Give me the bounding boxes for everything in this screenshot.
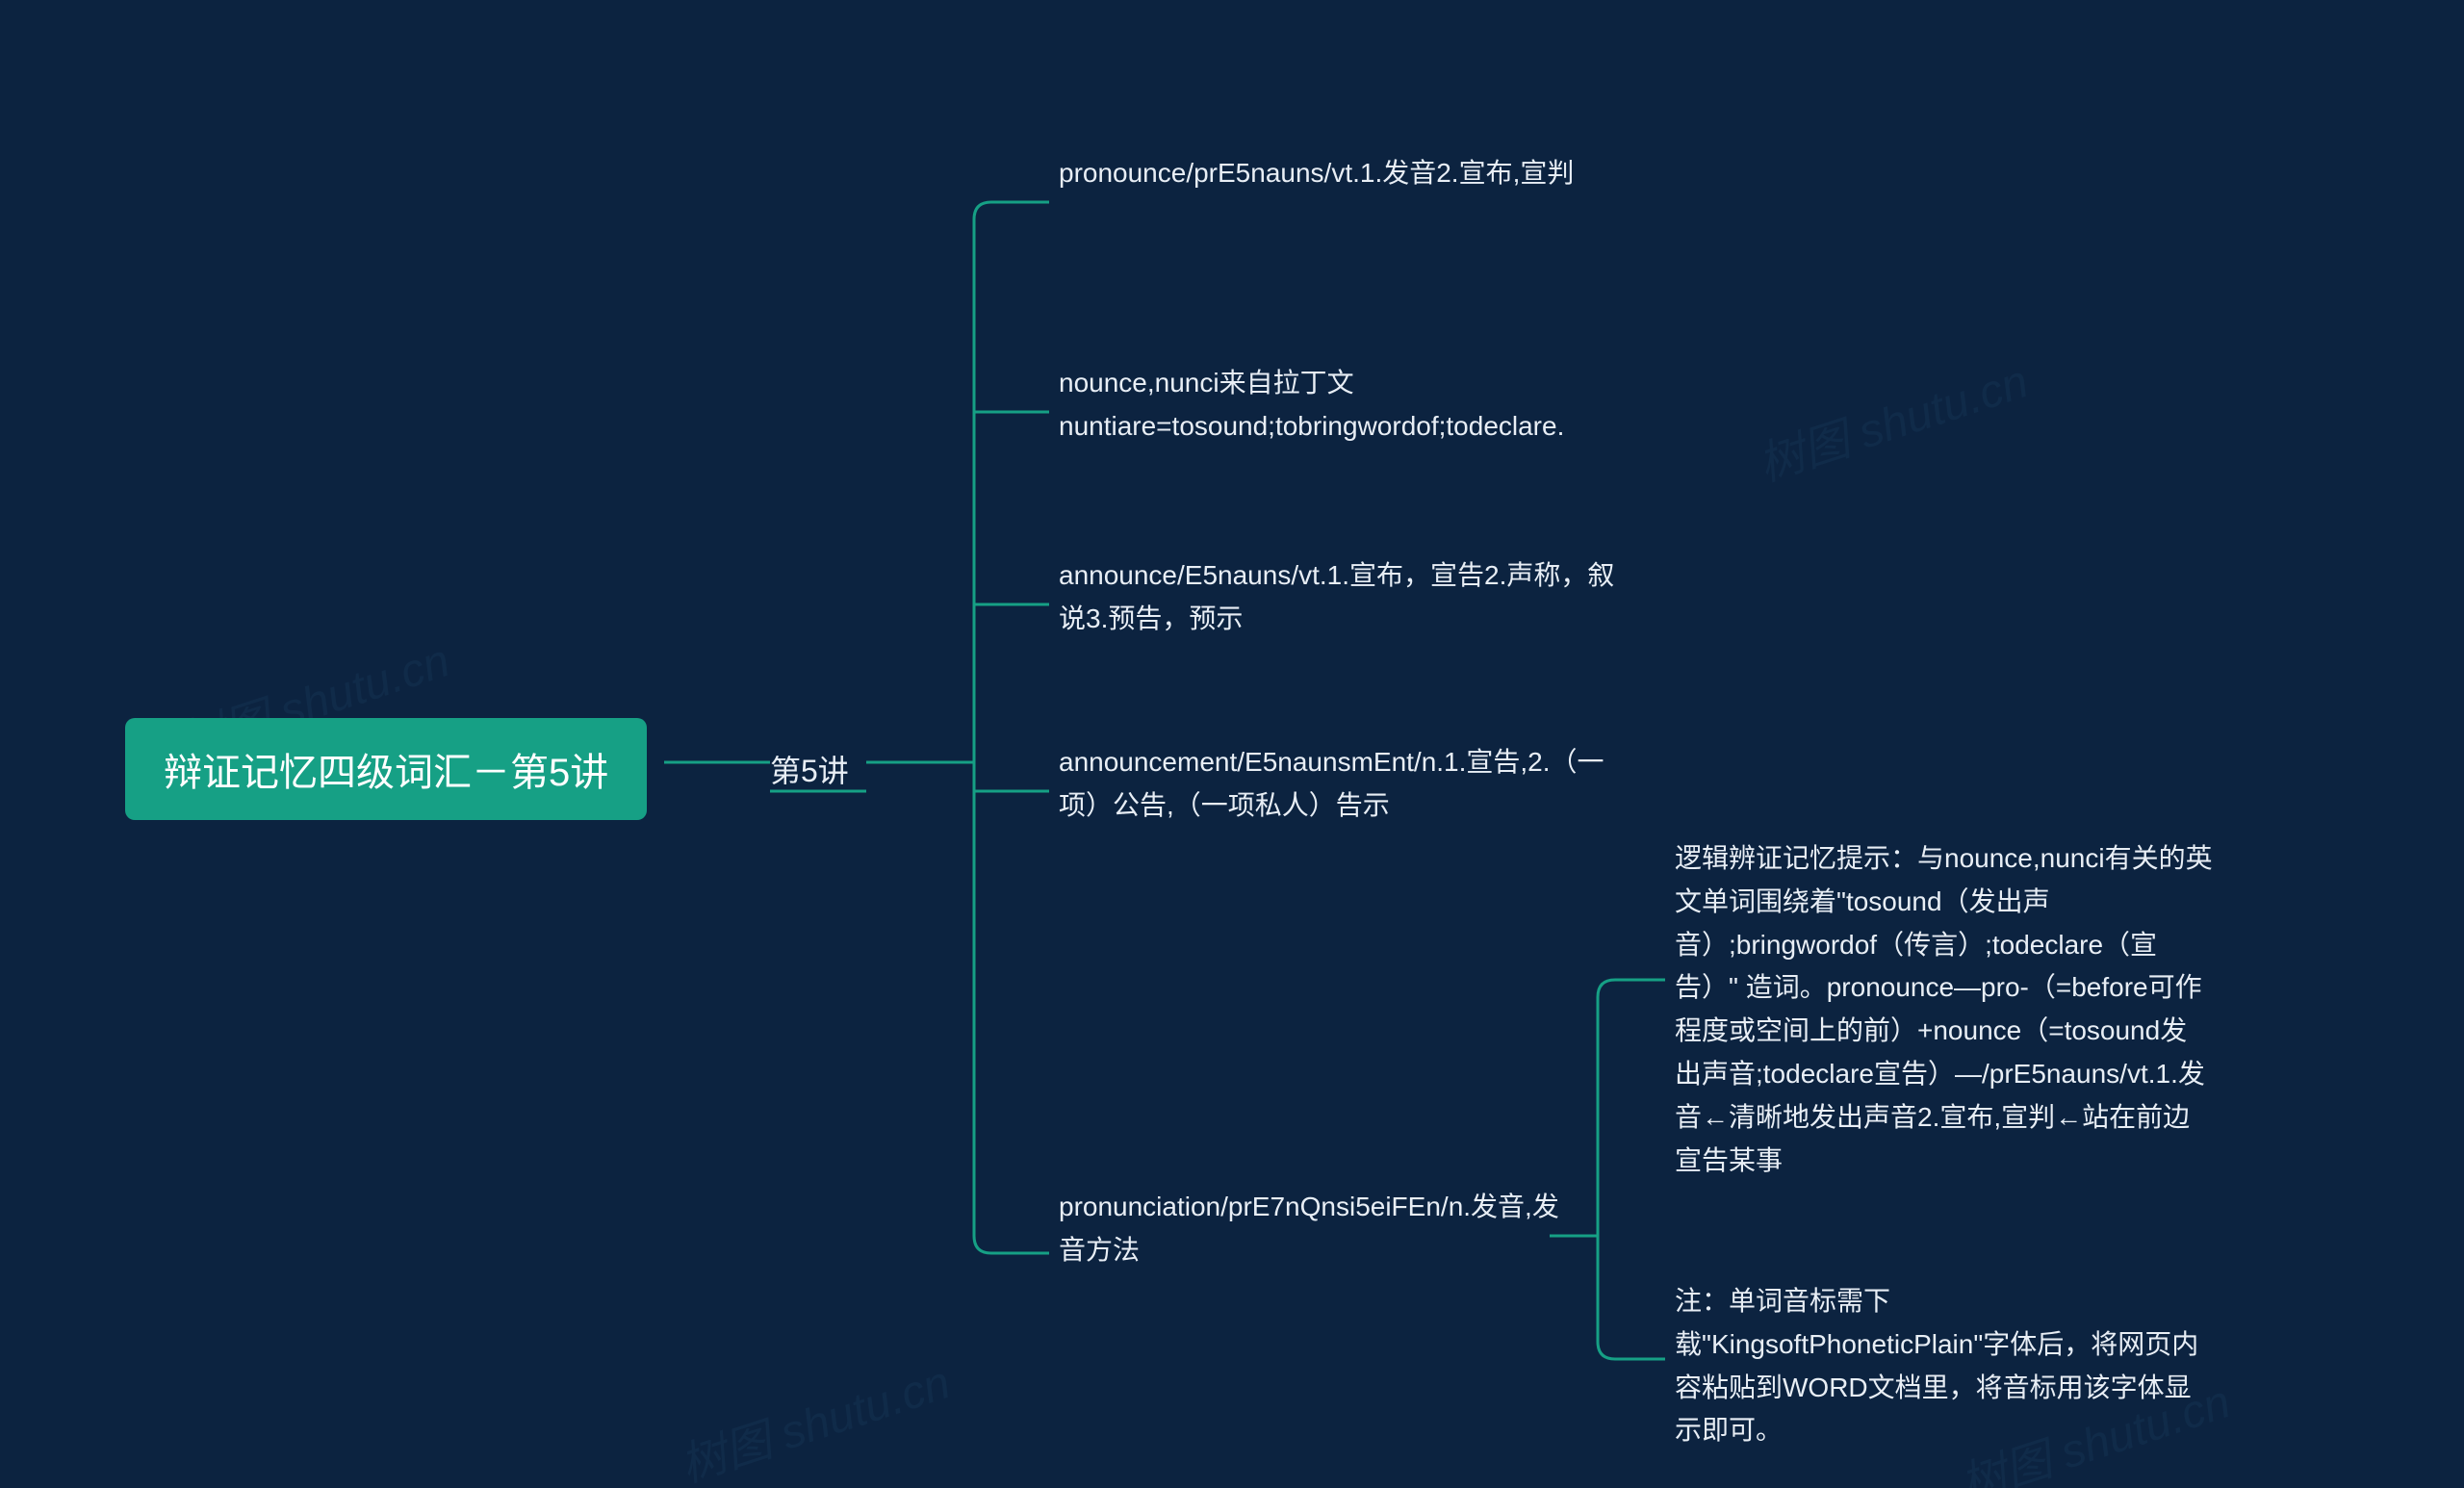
watermark: 树图 shutu.cn <box>670 1345 957 1488</box>
mindmap-node-l2-4[interactable]: announcement/E5naunsmEnt/n.1.宣告,2.（一项）公告… <box>1059 741 1627 828</box>
node-text: 逻辑辨证记忆提示：与nounce,nunci有关的英文单词围绕着"tosound… <box>1675 843 2213 1175</box>
node-text: pronounce/prE5nauns/vt.1.发音2.宣布,宣判 <box>1059 158 1574 188</box>
node-text: announce/E5nauns/vt.1.宣布，宣告2.声称，叙说3.预告，预… <box>1059 560 1614 633</box>
node-text: 注：单词音标需下载"KingsoftPhoneticPlain"字体后，将网页内… <box>1675 1286 2198 1445</box>
mindmap-node-l3-1[interactable]: 逻辑辨证记忆提示：与nounce,nunci有关的英文单词围绕着"tosound… <box>1675 837 2214 1182</box>
watermark: 树图 shutu.cn <box>1748 344 2035 494</box>
node-text: announcement/E5naunsmEnt/n.1.宣告,2.（一项）公告… <box>1059 747 1604 820</box>
mindmap-node-l2-1[interactable]: pronounce/prE5nauns/vt.1.发音2.宣布,宣判 <box>1059 152 1617 195</box>
mindmap-root[interactable]: 辩证记忆四级词汇－第5讲 <box>125 718 647 820</box>
node-text: nounce,nunci来自拉丁文nuntiare=tosound;tobrin… <box>1059 368 1564 441</box>
mindmap-node-l2-2[interactable]: nounce,nunci来自拉丁文nuntiare=tosound;tobrin… <box>1059 362 1617 449</box>
mindmap-node-l3-2[interactable]: 注：单词音标需下载"KingsoftPhoneticPlain"字体后，将网页内… <box>1675 1280 2214 1452</box>
node-label: 第5讲 <box>770 754 849 788</box>
mindmap-node-level1[interactable]: 第5讲 <box>770 747 849 796</box>
mindmap-node-l2-3[interactable]: announce/E5nauns/vt.1.宣布，宣告2.声称，叙说3.预告，预… <box>1059 554 1627 641</box>
mindmap-node-l2-5[interactable]: pronunciation/prE7nQnsi5eiFEn/n.发音,发音方法 <box>1059 1186 1559 1272</box>
node-text: pronunciation/prE7nQnsi5eiFEn/n.发音,发音方法 <box>1059 1192 1559 1265</box>
mindmap-root-label: 辩证记忆四级词汇－第5讲 <box>164 741 608 797</box>
